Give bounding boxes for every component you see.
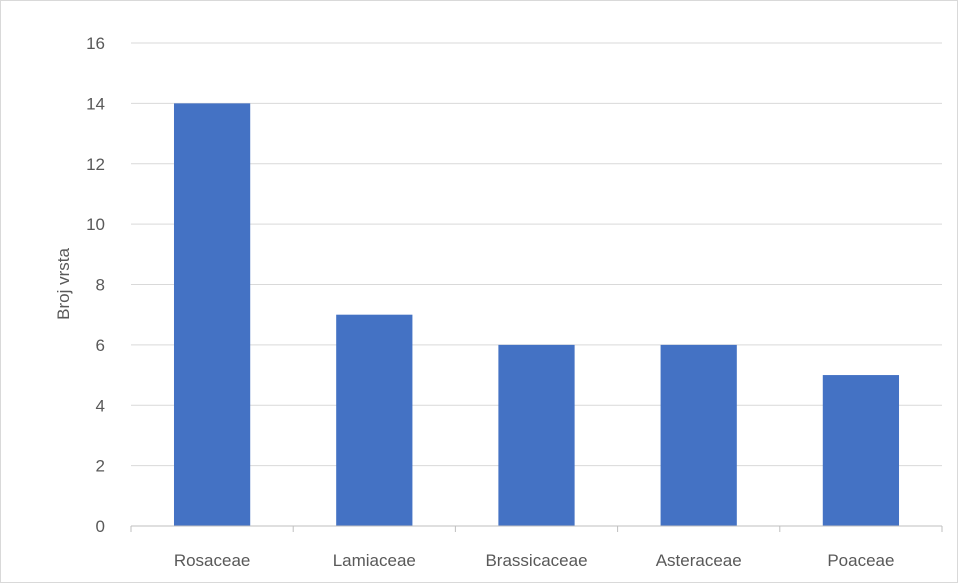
- x-tick-label: Lamiaceae: [333, 551, 416, 570]
- y-tick-label: 4: [96, 396, 105, 415]
- y-tick-label: 2: [96, 457, 105, 476]
- y-axis-title: Broj vrsta: [54, 248, 73, 320]
- y-tick-label: 12: [86, 155, 105, 174]
- x-tick-label: Rosaceae: [174, 551, 251, 570]
- bars: [173, 103, 900, 526]
- x-tick-label: Asteraceae: [656, 551, 742, 570]
- y-tick-label: 6: [96, 336, 105, 355]
- bar-rosaceae: [173, 103, 251, 526]
- x-tick-label: Brassicaceae: [485, 551, 587, 570]
- y-tick-label: 8: [96, 276, 105, 295]
- y-tick-labels: 0 2 4 6 8 10 12 14 16: [86, 34, 105, 536]
- x-tick-labels: Rosaceae Lamiaceae Brassicaceae Asteraceae P…: [174, 551, 895, 570]
- x-tick-label: Poaceae: [827, 551, 894, 570]
- y-tick-label: 16: [86, 34, 105, 53]
- bar-brassicaceae: [498, 344, 575, 526]
- y-tick-label: 0: [96, 517, 105, 536]
- bar-poaceae: [822, 375, 900, 526]
- bar-lamiaceae: [336, 314, 413, 526]
- bar-asteraceae: [660, 344, 737, 526]
- y-tick-label: 14: [86, 94, 105, 113]
- y-tick-label: 10: [86, 215, 105, 234]
- x-axis: [130, 525, 943, 532]
